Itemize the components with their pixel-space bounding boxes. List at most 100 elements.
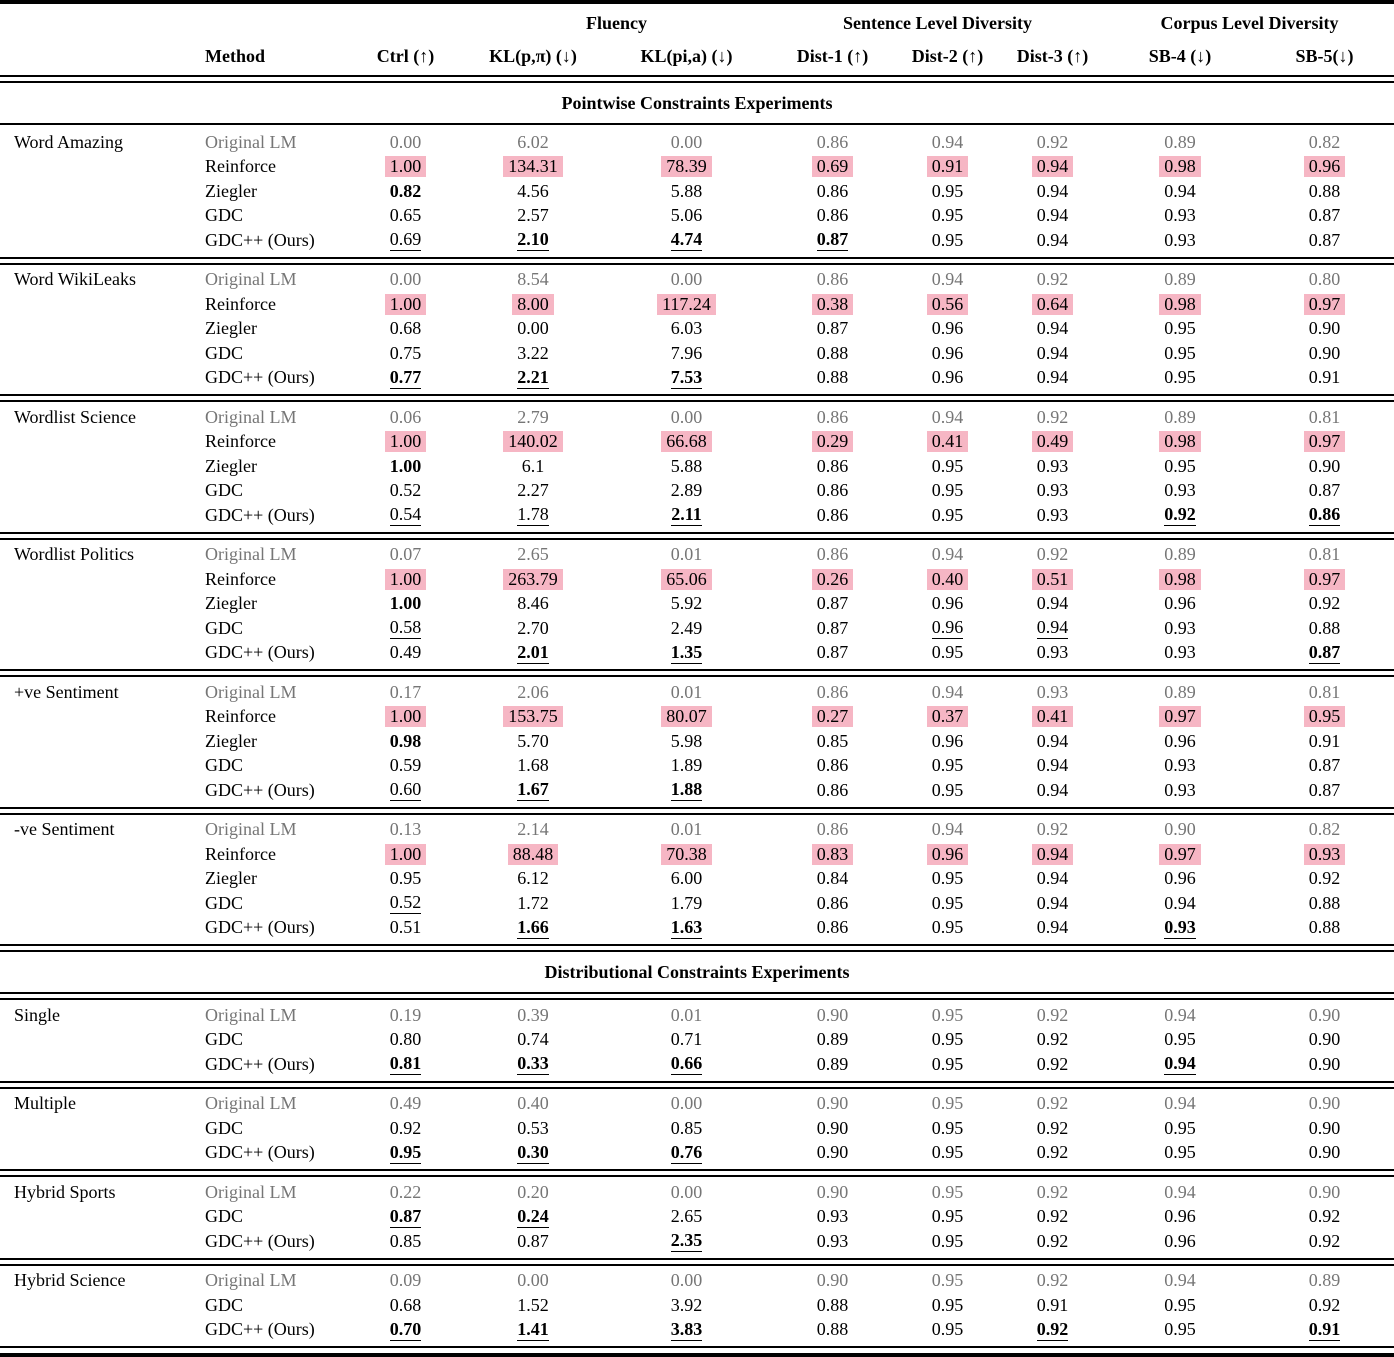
method-cell: Ziegler <box>200 592 348 617</box>
value-cell: 88.48 <box>463 842 603 867</box>
value-cell: 0.91 <box>1255 366 1394 396</box>
column-header: SB-4 (↓) <box>1148 46 1212 66</box>
cell-value: 0.92 <box>1036 544 1069 565</box>
value-cell: 6.1 <box>463 454 603 479</box>
cell-value: 0.95 <box>1164 1294 1196 1315</box>
value-cell: 1.72 <box>463 891 603 916</box>
cell-value: 1.66 <box>517 917 549 939</box>
value-cell: 0.95 <box>895 1088 1000 1117</box>
value-cell: 0.95 <box>895 1318 1000 1348</box>
value-cell: 0.00 <box>603 401 770 430</box>
method-name: GDC <box>205 342 244 363</box>
value-cell: 0.52 <box>348 479 463 504</box>
cell-value: 0.51 <box>1031 568 1074 590</box>
cell-value: 0.81 <box>1308 544 1341 565</box>
value-cell: 0.74 <box>463 1028 603 1053</box>
value-cell: 0.83 <box>770 842 895 867</box>
value-cell: 0.95 <box>895 179 1000 204</box>
method-cell: Reinforce <box>200 292 348 317</box>
method-cell: Reinforce <box>200 705 348 730</box>
cell-value: 0.01 <box>670 819 703 840</box>
value-cell: 0.90 <box>770 1176 895 1205</box>
value-cell: 1.00 <box>348 705 463 730</box>
value-cell: 4.56 <box>463 179 603 204</box>
method-cell: GDC <box>200 341 348 366</box>
cell-value: 0.93 <box>816 1206 849 1227</box>
value-cell: 0.87 <box>348 1205 463 1230</box>
value-cell: 0.00 <box>603 1088 770 1117</box>
value-cell: 0.90 <box>1255 1028 1394 1053</box>
value-cell: 0.86 <box>770 778 895 808</box>
cell-value: 2.70 <box>517 617 549 638</box>
value-cell: 0.97 <box>1255 567 1394 592</box>
value-cell: 0.91 <box>1255 1318 1394 1348</box>
method-cell: Original LM <box>200 1088 348 1117</box>
value-cell: 65.06 <box>603 567 770 592</box>
method-name: Reinforce <box>205 431 276 452</box>
cell-value: 0.29 <box>811 431 854 453</box>
value-cell: 1.00 <box>348 155 463 180</box>
value-cell: 0.92 <box>1255 867 1394 892</box>
value-cell: 0.89 <box>1105 401 1255 430</box>
method-name: GDC++ (Ours) <box>205 504 315 525</box>
method-name: Original LM <box>205 1270 297 1291</box>
cell-value: 0.96 <box>1164 593 1196 614</box>
cell-value: 0.94 <box>931 406 964 427</box>
task-name-cell <box>0 1141 200 1171</box>
value-cell: 5.06 <box>603 204 770 229</box>
value-cell: 0.96 <box>1105 867 1255 892</box>
cell-value: 0.94 <box>1036 917 1069 938</box>
cell-value: 5.06 <box>670 205 703 226</box>
value-cell: 0.39 <box>463 999 603 1028</box>
value-cell: 0.90 <box>1255 317 1394 342</box>
value-cell: 1.00 <box>348 567 463 592</box>
cell-value: 5.98 <box>670 730 703 751</box>
value-cell: 0.68 <box>348 317 463 342</box>
value-cell: 0.90 <box>770 1265 895 1294</box>
value-cell: 0.94 <box>1105 1088 1255 1117</box>
cell-value: 0.86 <box>816 180 849 201</box>
cell-value: 1.68 <box>517 755 549 776</box>
task-name: Wordlist Politics <box>14 544 135 565</box>
value-cell: 0.95 <box>895 1293 1000 1318</box>
value-cell: 0.90 <box>1255 1116 1394 1141</box>
value-cell: 0.81 <box>1255 676 1394 705</box>
value-cell: 0.90 <box>1255 454 1394 479</box>
cell-value: 0.95 <box>931 917 964 938</box>
value-cell: 0.09 <box>348 1265 463 1294</box>
method-name: GDC <box>205 1294 244 1315</box>
cell-value: 0.97 <box>1159 706 1201 728</box>
value-cell: 0.86 <box>770 264 895 293</box>
cell-value: 2.89 <box>670 480 703 501</box>
task-name-cell <box>0 592 200 617</box>
value-cell: 0.89 <box>1105 127 1255 155</box>
value-cell: 0.13 <box>348 814 463 843</box>
cell-value: 0.17 <box>389 681 422 702</box>
value-cell: 1.63 <box>603 916 770 946</box>
value-cell: 0.98 <box>1105 430 1255 455</box>
value-cell: 0.92 <box>1105 503 1255 533</box>
method-cell: GDC++ (Ours) <box>200 366 348 396</box>
task-name-cell: Single <box>0 999 200 1028</box>
cell-value: 0.93 <box>816 1230 849 1251</box>
value-cell: 1.89 <box>603 754 770 779</box>
rule-line <box>0 1346 1394 1357</box>
cell-value: 0.93 <box>1164 480 1196 501</box>
value-cell: 0.95 <box>895 1141 1000 1171</box>
cell-value: 0.52 <box>389 480 422 501</box>
cell-value: 0.01 <box>670 681 703 702</box>
cell-value: 0.90 <box>1308 318 1341 339</box>
cell-value: 0.87 <box>389 1206 422 1228</box>
cell-value: 0.58 <box>389 617 422 640</box>
cell-value: 0.87 <box>816 617 849 638</box>
method-cell: Reinforce <box>200 567 348 592</box>
value-cell: 0.94 <box>895 814 1000 843</box>
cell-value: 0.95 <box>1164 1142 1196 1163</box>
cell-value: 0.95 <box>931 1093 964 1114</box>
value-cell: 0.30 <box>463 1141 603 1171</box>
cell-value: 0.81 <box>389 1053 422 1076</box>
cell-value: 0.91 <box>1036 1294 1069 1315</box>
method-name: Ziegler <box>205 730 257 751</box>
cell-value: 0.00 <box>670 1270 703 1291</box>
cell-value: 7.53 <box>670 367 703 389</box>
